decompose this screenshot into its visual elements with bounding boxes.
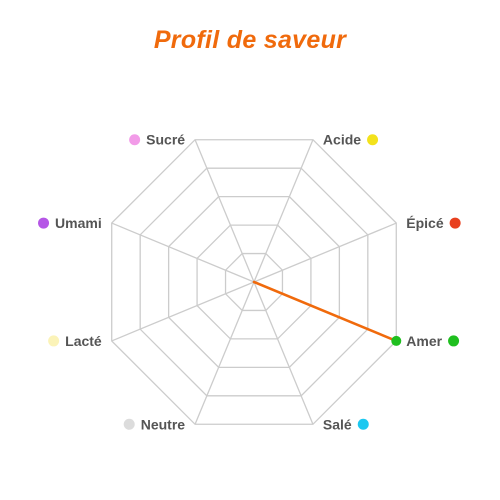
legend-dot	[449, 217, 461, 229]
grid-spoke	[253, 139, 314, 283]
axis-label-group: Lacté	[48, 333, 102, 349]
axis-label: Neutre	[141, 416, 186, 432]
axis-label-group: Sucré	[129, 132, 185, 148]
axis-label: Lacté	[65, 333, 102, 349]
legend-dot	[48, 335, 60, 347]
axis-label: Épicé	[406, 215, 444, 231]
legend-dot	[448, 335, 460, 347]
legend-dot	[38, 217, 50, 229]
axis-label-group: Épicé	[406, 215, 461, 231]
legend-dot	[357, 418, 369, 430]
grid-spoke	[253, 281, 314, 425]
grid-spoke	[194, 139, 255, 283]
axis-label-group: Neutre	[123, 416, 186, 432]
axis-label-group: Acide	[323, 132, 379, 148]
axis-label: Sucré	[146, 132, 185, 148]
grid-spoke	[111, 281, 255, 342]
legend-dot	[129, 134, 141, 146]
axis-label-group: Salé	[323, 416, 369, 432]
legend-dot	[367, 134, 379, 146]
grid-spoke	[111, 222, 255, 283]
axis-label-group: Amer	[406, 333, 460, 349]
data-point	[391, 335, 402, 346]
axis-label: Umami	[55, 215, 102, 231]
grid-spoke	[253, 222, 397, 283]
grid-spoke	[194, 281, 255, 425]
chart-title: Profil de saveur	[153, 26, 347, 54]
axis-label: Salé	[323, 416, 352, 432]
legend-dot	[123, 418, 135, 430]
axis-label-group: Umami	[38, 215, 102, 231]
axis-label: Amer	[406, 333, 442, 349]
axis-label: Acide	[323, 132, 361, 148]
